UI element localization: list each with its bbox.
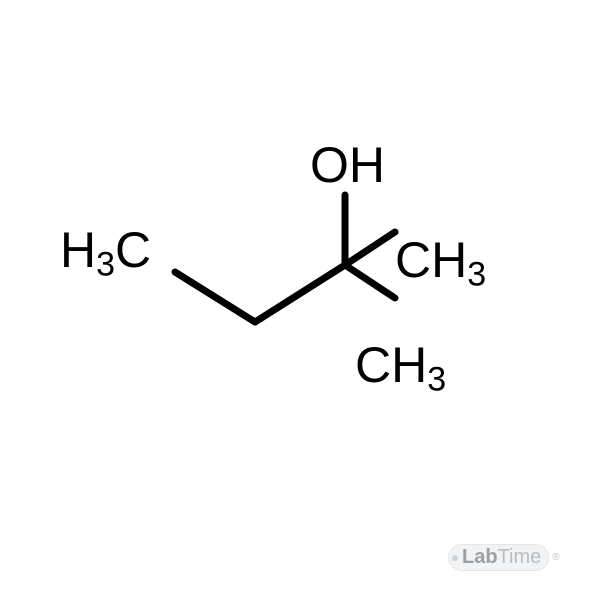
labtime-watermark: Lab Time ® bbox=[448, 544, 560, 571]
molecule-diagram: H3COHCH3CH3 Lab Time ® bbox=[0, 0, 600, 600]
watermark-time-text: Time bbox=[498, 546, 542, 569]
bond-line bbox=[255, 265, 345, 322]
watermark-dot-icon bbox=[452, 555, 458, 561]
atom-label-h3c-left: H3C bbox=[60, 225, 151, 282]
watermark-registered-icon: ® bbox=[552, 552, 559, 563]
bond-lines bbox=[0, 0, 600, 600]
atom-label-ch3-down: CH3 bbox=[355, 340, 446, 397]
watermark-lab-text: Lab bbox=[462, 546, 498, 569]
bond-line bbox=[345, 232, 395, 265]
atom-label-ch3-right: CH3 bbox=[395, 235, 486, 292]
bond-line bbox=[175, 272, 255, 322]
bond-line bbox=[345, 265, 395, 298]
atom-label-oh-top: OH bbox=[310, 140, 385, 190]
